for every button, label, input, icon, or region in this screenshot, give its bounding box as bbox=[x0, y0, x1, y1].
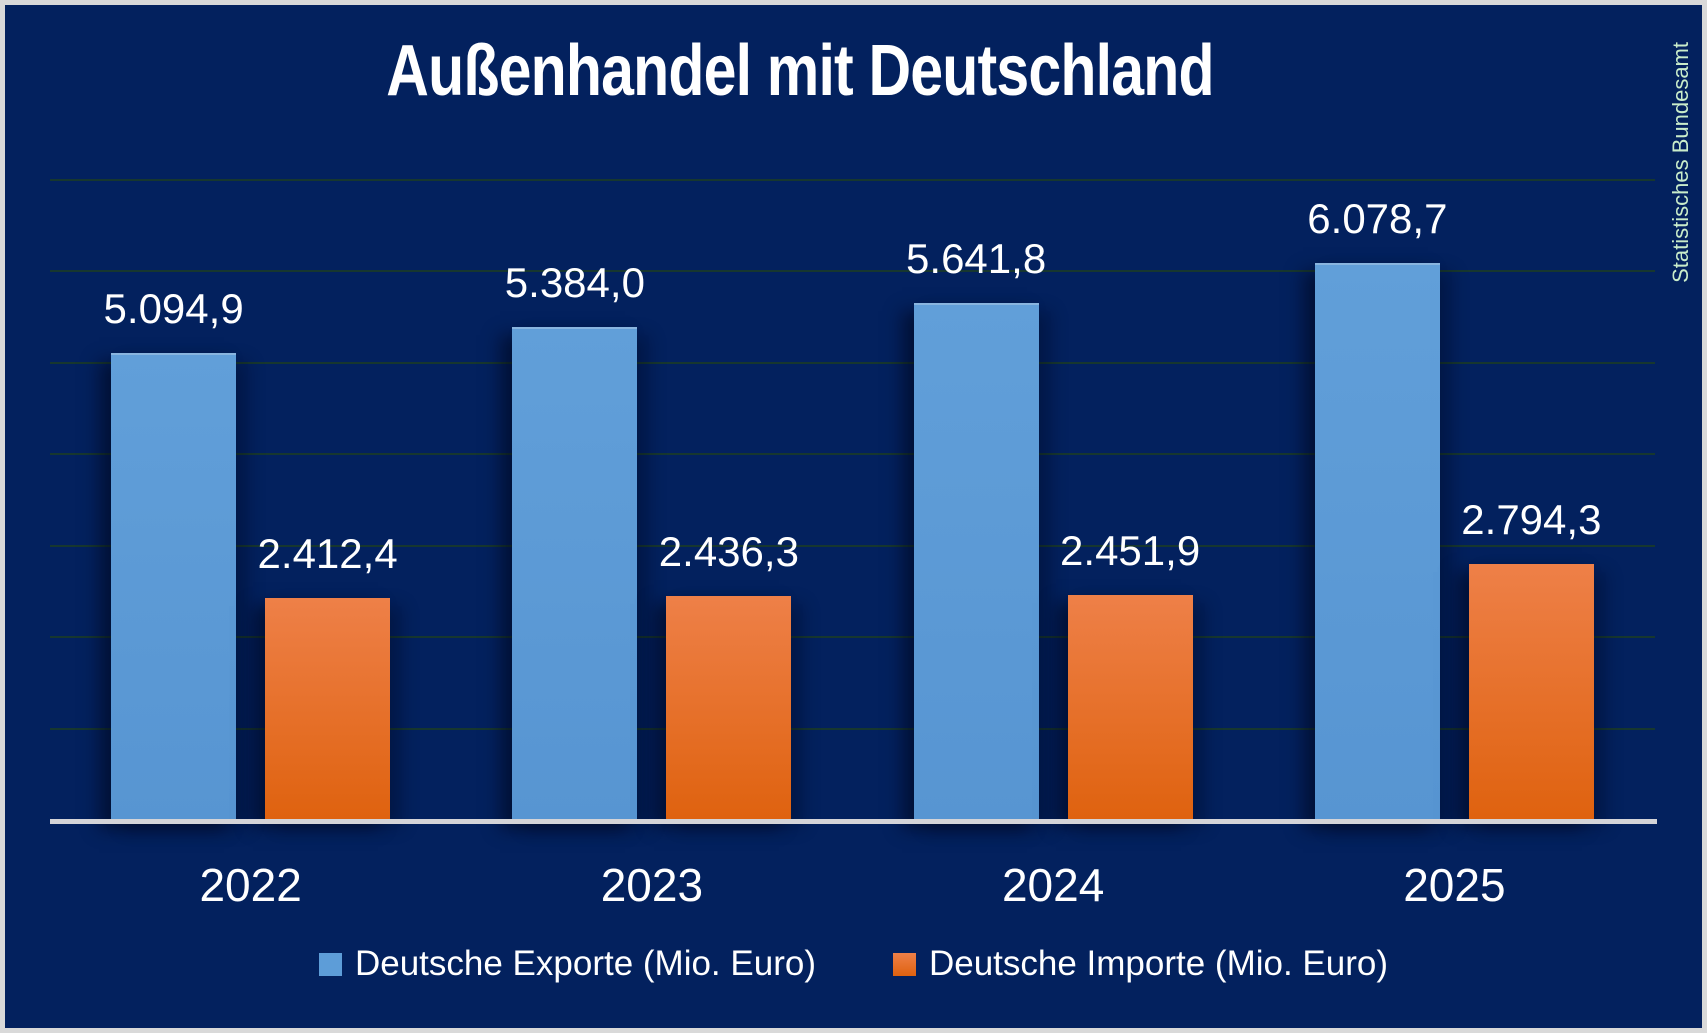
gridline-4000 bbox=[50, 453, 1655, 456]
bar-exporte-2023 bbox=[512, 326, 638, 821]
bar-importe-2024 bbox=[1067, 594, 1193, 819]
value-label-importe-2025: 2.794,3 bbox=[1461, 495, 1602, 543]
gridline-6000 bbox=[50, 270, 1655, 273]
category-label-2022: 2022 bbox=[199, 859, 302, 911]
category-label-2025: 2025 bbox=[1403, 859, 1506, 911]
bar-exporte-2024 bbox=[913, 303, 1039, 821]
legend-swatch-exporte-icon bbox=[318, 952, 342, 976]
value-label-importe-2024: 2.451,9 bbox=[1060, 526, 1201, 574]
value-label-importe-2022: 2.412,4 bbox=[257, 530, 398, 578]
category-label-2023: 2023 bbox=[600, 859, 704, 911]
legend-item-exporte: Deutsche Exporte (Mio. Euro) bbox=[318, 944, 816, 984]
chart-title: Außenhandel mit Deutschland bbox=[386, 31, 1214, 111]
value-label-exporte-2025: 6.078,7 bbox=[1307, 195, 1448, 243]
gridline-7000 bbox=[50, 178, 1655, 181]
value-label-importe-2023: 2.436,3 bbox=[658, 528, 799, 576]
bar-exporte-2025 bbox=[1314, 263, 1440, 821]
bar-exporte-2022 bbox=[111, 353, 237, 821]
gridline-1000 bbox=[50, 727, 1655, 730]
gridline-3000 bbox=[50, 544, 1655, 547]
source-attribution: Statistisches Bundesamt bbox=[1668, 42, 1693, 283]
gridline-5000 bbox=[50, 361, 1655, 364]
category-label-2024: 2024 bbox=[1001, 859, 1105, 911]
bar-importe-2022 bbox=[265, 598, 391, 819]
legend-swatch-importe-icon bbox=[892, 952, 916, 976]
value-label-exporte-2023: 5.384,0 bbox=[504, 258, 645, 306]
legend-label-importe: Deutsche Importe (Mio. Euro) bbox=[928, 944, 1389, 983]
bar-importe-2023 bbox=[666, 596, 792, 819]
bar-importe-2025 bbox=[1468, 563, 1594, 819]
legend: Deutsche Exporte (Mio. Euro) Deutsche Im… bbox=[0, 944, 1707, 984]
legend-label-exporte: Deutsche Exporte (Mio. Euro) bbox=[354, 944, 816, 983]
legend-item-importe: Deutsche Importe (Mio. Euro) bbox=[892, 944, 1389, 984]
value-label-exporte-2022: 5.094,9 bbox=[103, 285, 244, 333]
value-label-exporte-2024: 5.641,8 bbox=[906, 235, 1047, 283]
gridline-2000 bbox=[50, 636, 1655, 639]
x-axis-line bbox=[50, 819, 1657, 824]
